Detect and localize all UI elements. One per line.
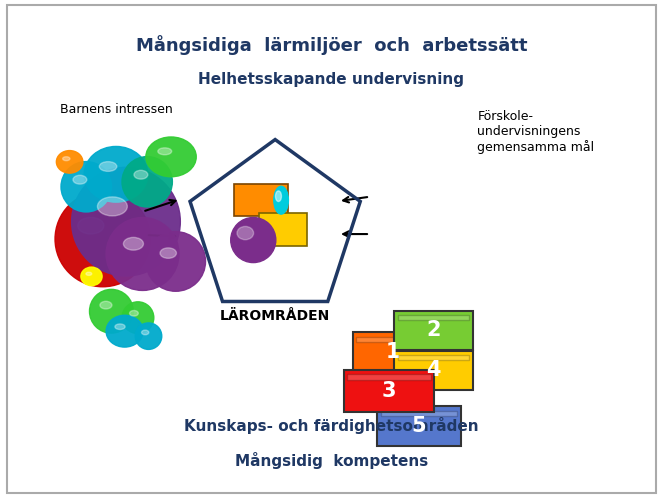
Text: Mångsidig  kompetens: Mångsidig kompetens [235, 452, 428, 469]
FancyBboxPatch shape [394, 311, 473, 350]
FancyBboxPatch shape [398, 355, 469, 360]
Ellipse shape [135, 323, 162, 350]
Ellipse shape [90, 289, 133, 333]
Ellipse shape [100, 301, 112, 309]
Ellipse shape [146, 137, 196, 177]
Ellipse shape [72, 167, 180, 276]
Text: LÄROMRÅDEN: LÄROMRÅDEN [220, 309, 330, 323]
FancyBboxPatch shape [353, 332, 433, 373]
Ellipse shape [62, 157, 70, 161]
Text: Förskole-
undervisningens
gemensamma mål: Förskole- undervisningens gemensamma mål [477, 110, 595, 154]
Ellipse shape [134, 170, 148, 179]
Text: 1: 1 [386, 342, 400, 363]
Ellipse shape [123, 238, 143, 250]
FancyBboxPatch shape [259, 213, 307, 246]
FancyBboxPatch shape [344, 370, 434, 412]
Ellipse shape [106, 315, 143, 347]
Text: Mångsidiga  lärmiljöer  och  arbetssätt: Mångsidiga lärmiljöer och arbetssätt [136, 35, 527, 55]
Text: Helhetsskapande undervisning: Helhetsskapande undervisning [198, 72, 465, 87]
Ellipse shape [237, 227, 253, 240]
FancyBboxPatch shape [394, 351, 473, 390]
Ellipse shape [158, 148, 172, 155]
Ellipse shape [129, 310, 139, 316]
Ellipse shape [84, 146, 148, 202]
Ellipse shape [86, 272, 91, 275]
Ellipse shape [61, 161, 111, 212]
Ellipse shape [146, 232, 206, 291]
Ellipse shape [81, 267, 102, 286]
Ellipse shape [55, 191, 151, 287]
Text: 2: 2 [426, 320, 441, 341]
Text: 5: 5 [412, 416, 426, 436]
Ellipse shape [122, 302, 154, 334]
Ellipse shape [274, 186, 288, 214]
FancyBboxPatch shape [356, 337, 430, 342]
Ellipse shape [231, 218, 276, 262]
Text: Barnens intressen: Barnens intressen [60, 103, 172, 116]
Ellipse shape [56, 150, 83, 173]
Ellipse shape [106, 218, 179, 290]
Text: 3: 3 [382, 381, 396, 401]
Text: Kunskaps- och färdighetsområden: Kunskaps- och färdighetsområden [184, 417, 479, 434]
FancyBboxPatch shape [398, 315, 469, 320]
Ellipse shape [73, 175, 87, 184]
Text: 4: 4 [426, 360, 441, 380]
Ellipse shape [141, 330, 149, 335]
Ellipse shape [275, 191, 281, 202]
Ellipse shape [115, 324, 125, 330]
Ellipse shape [99, 162, 117, 171]
Ellipse shape [122, 156, 172, 207]
FancyBboxPatch shape [377, 406, 461, 446]
Ellipse shape [160, 248, 176, 258]
FancyBboxPatch shape [347, 374, 431, 380]
FancyBboxPatch shape [381, 411, 457, 416]
Ellipse shape [97, 197, 127, 216]
Ellipse shape [78, 217, 104, 234]
FancyBboxPatch shape [234, 184, 288, 216]
